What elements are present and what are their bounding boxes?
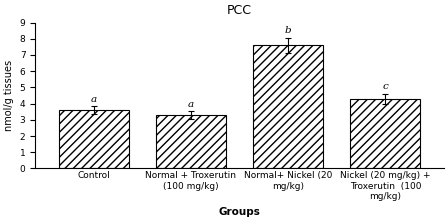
Y-axis label: nmol/g tissues: nmol/g tissues [4,60,14,131]
Text: a: a [188,100,194,109]
Text: a: a [90,95,97,104]
Bar [350,99,421,168]
X-axis label: Groups: Groups [219,206,260,217]
Title: PCC: PCC [227,4,252,17]
Text: b: b [285,27,292,35]
Bar [156,115,226,168]
Bar [253,45,323,168]
Bar [59,110,129,168]
Text: c: c [383,83,388,91]
